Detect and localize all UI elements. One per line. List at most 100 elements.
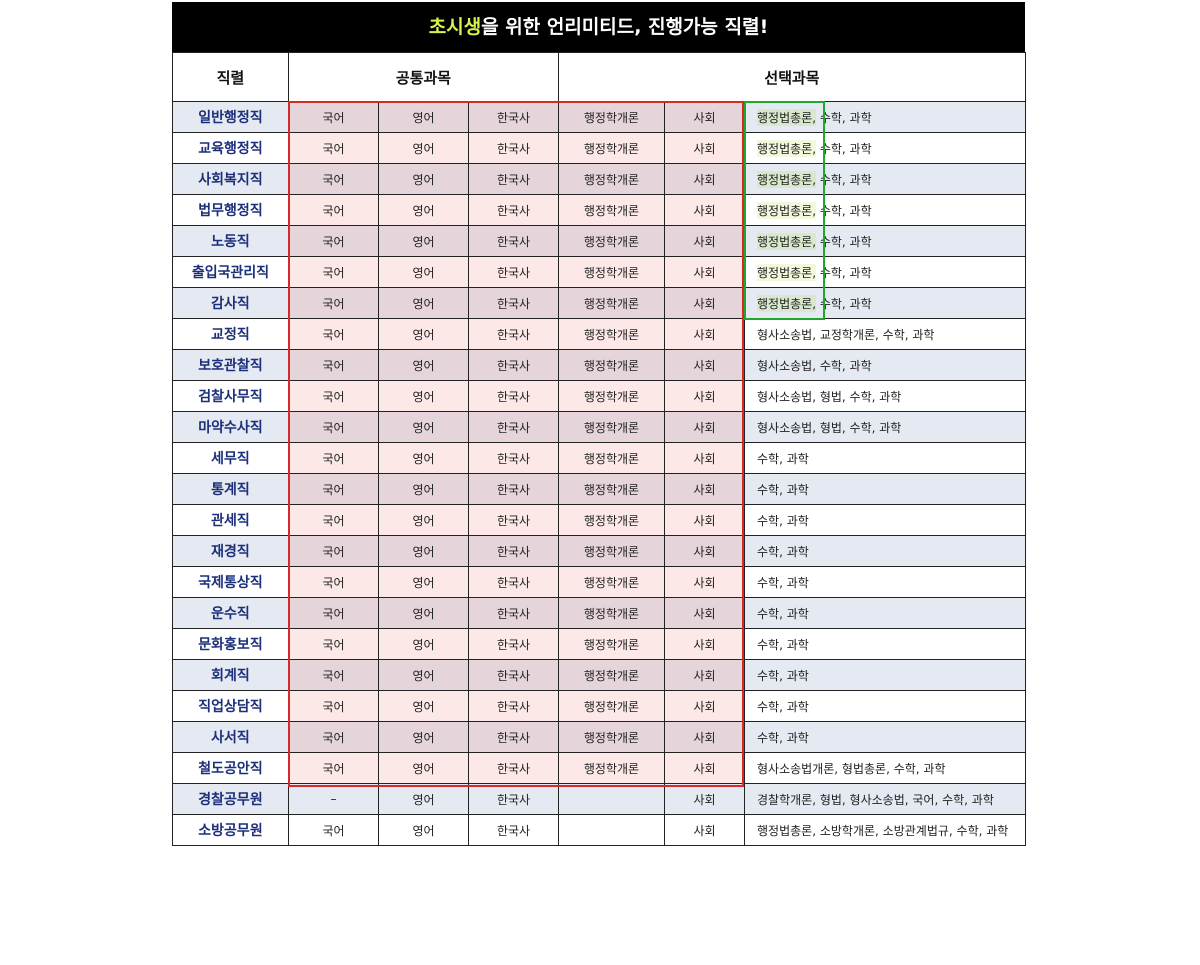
job-name-cell: 재경직 <box>172 535 289 567</box>
common-subject-cell-2: 영어 <box>378 163 469 195</box>
elective-subjects-cell: 수학, 과학 <box>744 659 1026 691</box>
elective-subjects-cell: 행정법총론, 수학, 과학 <box>744 132 1026 164</box>
table-row: 법무행정직 국어 영어 한국사 행정학개론 사회 행정법총론, 수학, 과학 <box>172 194 1026 226</box>
banner-rest: 을 위한 언리미티드, 진행가능 직렬! <box>481 16 769 38</box>
common-subject-cell-3: 한국사 <box>468 349 559 381</box>
job-name-cell: 소방공무원 <box>172 814 289 846</box>
job-name-cell: 국제통상직 <box>172 566 289 598</box>
elective-subjects-text: 수학, 과학 <box>757 482 809 497</box>
elective-subjects-cell: 행정법총론, 수학, 과학 <box>744 287 1026 319</box>
common-subject-cell-5: 사회 <box>664 628 745 660</box>
header-elective: 선택과목 <box>558 52 1026 102</box>
elective-subjects-text: 수학, 과학 <box>757 699 809 714</box>
common-subject-cell-1: 국어 <box>288 504 379 536</box>
common-subject-cell-4 <box>558 783 665 815</box>
elective-subjects-cell: 형사소송법, 수학, 과학 <box>744 349 1026 381</box>
common-subject-cell-4: 행정학개론 <box>558 535 665 567</box>
table-row: 통계직 국어 영어 한국사 행정학개론 사회 수학, 과학 <box>172 473 1026 505</box>
common-subject-cell-3: 한국사 <box>468 256 559 288</box>
elective-subjects-text: 수학, 과학 <box>816 203 872 218</box>
common-subject-cell-4: 행정학개론 <box>558 163 665 195</box>
table-row: 마약수사직 국어 영어 한국사 행정학개론 사회 형사소송법, 형법, 수학, 과학 <box>172 411 1026 443</box>
elective-subjects-text: 수학, 과학 <box>816 141 872 156</box>
admin-law-subject: 행정법총론, <box>757 170 817 188</box>
elective-subjects-text: 수학, 과학 <box>816 234 872 249</box>
common-subject-cell-4: 행정학개론 <box>558 473 665 505</box>
common-subject-cell-4: 행정학개론 <box>558 380 665 412</box>
common-subject-cell-1: 국어 <box>288 132 379 164</box>
common-subject-cell-1: 국어 <box>288 814 379 846</box>
elective-subjects-text: 수학, 과학 <box>757 668 809 683</box>
common-subject-cell-2: 영어 <box>378 442 469 474</box>
table-row: 교정직 국어 영어 한국사 행정학개론 사회 형사소송법, 교정학개론, 수학, 과학 <box>172 318 1026 350</box>
common-subject-cell-5: 사회 <box>664 287 745 319</box>
elective-subjects-cell: 행정법총론, 수학, 과학 <box>744 163 1026 195</box>
common-subject-cell-1: 국어 <box>288 566 379 598</box>
common-subject-cell-4: 행정학개론 <box>558 442 665 474</box>
table-row: 재경직 국어 영어 한국사 행정학개론 사회 수학, 과학 <box>172 535 1026 567</box>
common-subject-cell-3: 한국사 <box>468 535 559 567</box>
admin-law-subject: 행정법총론, <box>757 294 817 312</box>
common-subject-cell-3: 한국사 <box>468 690 559 722</box>
common-subject-cell-3: 한국사 <box>468 566 559 598</box>
common-subject-cell-2: 영어 <box>378 225 469 257</box>
table-row: 교육행정직 국어 영어 한국사 행정학개론 사회 행정법총론, 수학, 과학 <box>172 132 1026 164</box>
common-subject-cell-1: 국어 <box>288 442 379 474</box>
table-row: 일반행정직 국어 영어 한국사 행정학개론 사회 행정법총론, 수학, 과학 <box>172 101 1026 133</box>
table-row: 관세직 국어 영어 한국사 행정학개론 사회 수학, 과학 <box>172 504 1026 536</box>
common-subject-cell-2: 영어 <box>378 318 469 350</box>
admin-law-subject: 행정법총론, <box>757 232 817 250</box>
job-name-cell: 경찰공무원 <box>172 783 289 815</box>
common-subject-cell-3: 한국사 <box>468 473 559 505</box>
job-name-cell: 교육행정직 <box>172 132 289 164</box>
common-subject-cell-2: 영어 <box>378 752 469 784</box>
table-row: 사회복지직 국어 영어 한국사 행정학개론 사회 행정법총론, 수학, 과학 <box>172 163 1026 195</box>
elective-subjects-text: 수학, 과학 <box>757 730 809 745</box>
common-subject-cell-1: 국어 <box>288 318 379 350</box>
common-subject-cell-5: 사회 <box>664 442 745 474</box>
job-name-cell: 출입국관리직 <box>172 256 289 288</box>
common-subject-cell-2: 영어 <box>378 814 469 846</box>
common-subject-cell-5: 사회 <box>664 349 745 381</box>
header-common: 공통과목 <box>288 52 559 102</box>
common-subject-cell-2: 영어 <box>378 473 469 505</box>
elective-subjects-cell: 수학, 과학 <box>744 566 1026 598</box>
common-subject-cell-3: 한국사 <box>468 752 559 784</box>
common-subject-cell-2: 영어 <box>378 194 469 226</box>
common-subject-cell-5: 사회 <box>664 101 745 133</box>
admin-law-subject: 행정법총론, <box>757 139 817 157</box>
common-subject-cell-1: 국어 <box>288 535 379 567</box>
common-subject-cell-1: 국어 <box>288 225 379 257</box>
elective-subjects-cell: 행정법총론, 수학, 과학 <box>744 225 1026 257</box>
common-subject-cell-1: 국어 <box>288 752 379 784</box>
common-subject-cell-1: 국어 <box>288 101 379 133</box>
elective-subjects-text: 수학, 과학 <box>757 575 809 590</box>
common-subject-cell-1: 국어 <box>288 473 379 505</box>
common-subject-cell-5: 사회 <box>664 659 745 691</box>
elective-subjects-text: 경찰학개론, 형법, 형사소송법, 국어, 수학, 과학 <box>757 792 994 807</box>
common-subject-cell-3: 한국사 <box>468 783 559 815</box>
elective-subjects-cell: 행정법총론, 수학, 과학 <box>744 194 1026 226</box>
common-subject-cell-5: 사회 <box>664 411 745 443</box>
common-subject-cell-3: 한국사 <box>468 194 559 226</box>
elective-subjects-cell: 형사소송법개론, 형법총론, 수학, 과학 <box>744 752 1026 784</box>
common-subject-cell-1: 국어 <box>288 411 379 443</box>
common-subject-cell-1: 국어 <box>288 628 379 660</box>
common-subject-cell-3: 한국사 <box>468 721 559 753</box>
admin-law-subject: 행정법총론, <box>757 263 817 281</box>
common-subject-cell-4: 행정학개론 <box>558 349 665 381</box>
common-subject-cell-3: 한국사 <box>468 504 559 536</box>
elective-subjects-text: 수학, 과학 <box>816 172 872 187</box>
common-subject-cell-2: 영어 <box>378 721 469 753</box>
common-subject-cell-4: 행정학개론 <box>558 194 665 226</box>
common-subject-cell-3: 한국사 <box>468 597 559 629</box>
common-subject-cell-4: 행정학개론 <box>558 659 665 691</box>
common-subject-cell-3: 한국사 <box>468 659 559 691</box>
common-subject-cell-1: 국어 <box>288 256 379 288</box>
common-subject-cell-3: 한국사 <box>468 318 559 350</box>
admin-law-subject: 행정법총론, <box>757 201 817 219</box>
job-name-cell: 사회복지직 <box>172 163 289 195</box>
job-name-cell: 문화홍보직 <box>172 628 289 660</box>
common-subject-cell-5: 사회 <box>664 783 745 815</box>
table-row: 운수직 국어 영어 한국사 행정학개론 사회 수학, 과학 <box>172 597 1026 629</box>
